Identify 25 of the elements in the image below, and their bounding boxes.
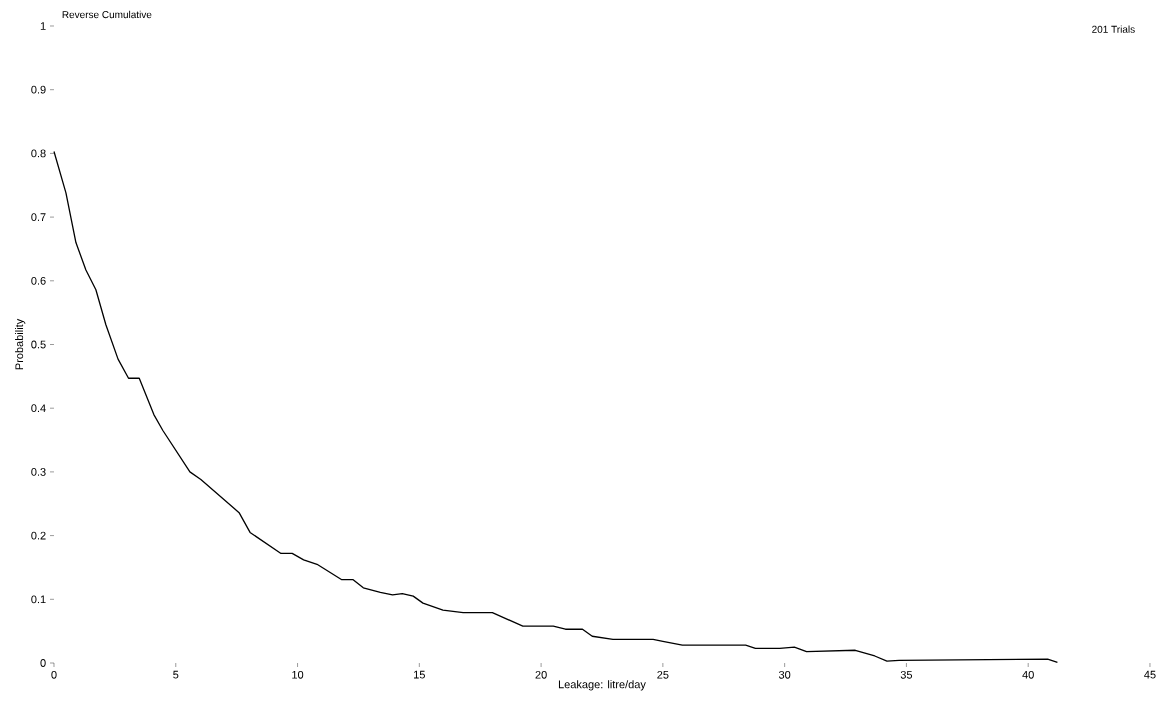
x-tick-label: 5 xyxy=(173,670,179,679)
x-tick-label: 40 xyxy=(1022,670,1034,679)
y-axis-title: Probability xyxy=(15,318,26,370)
y-tick-label: 0.4 xyxy=(31,404,46,413)
x-tick-label: 25 xyxy=(657,670,669,679)
x-tick-label: 15 xyxy=(414,670,425,679)
x-tick-label: 0 xyxy=(51,670,57,679)
y-tick-label: 0 xyxy=(40,659,46,667)
x-tick-label: 35 xyxy=(900,670,913,679)
y-tick-label: 0.2 xyxy=(31,531,46,540)
y-tick-label: 0.6 xyxy=(31,276,46,285)
x-tick-label: 30 xyxy=(778,670,791,679)
y-tick-label: 0.8 xyxy=(31,149,46,158)
y-tick-label: 0.1 xyxy=(31,595,46,604)
y-tick-label: 0.9 xyxy=(31,85,46,94)
chart-subtitle: 201 Trials xyxy=(1092,25,1135,33)
x-tick-label: 20 xyxy=(535,670,547,679)
x-axis-title: Leakage: litre/day xyxy=(558,680,646,691)
y-tick-label: 0.7 xyxy=(31,213,46,221)
y-tick-label: 0.5 xyxy=(31,340,46,349)
x-tick-label: 45 xyxy=(1144,670,1156,679)
y-tick-label: 1 xyxy=(40,22,46,30)
x-tick-label: 10 xyxy=(292,670,304,679)
chart-title: Reverse Cumulative xyxy=(62,10,152,19)
y-tick-label: 0.3 xyxy=(31,468,46,476)
